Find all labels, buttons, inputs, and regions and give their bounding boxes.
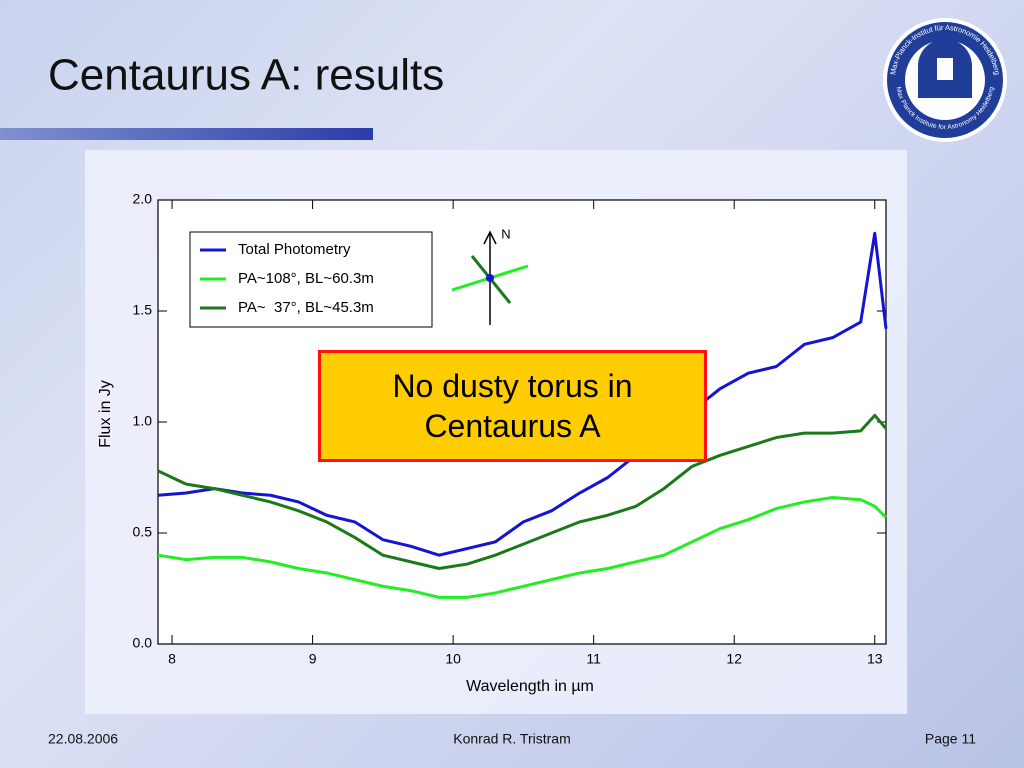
- footer-page: Page 11: [925, 731, 976, 747]
- logo-slit: [937, 58, 953, 80]
- y-axis-label: Flux in Jy: [97, 380, 114, 448]
- footer-author: Konrad R. Tristram: [453, 731, 570, 747]
- footer-date: 22.08.2006: [48, 731, 118, 747]
- title-bar: [0, 128, 373, 140]
- legend-label: PA~108°, BL~60.3m: [238, 270, 374, 287]
- legend-label: Total Photometry: [238, 241, 351, 258]
- y-tick-label: 0.0: [133, 635, 153, 651]
- series-line: [157, 413, 888, 571]
- x-tick-label: 10: [445, 651, 461, 667]
- y-tick-label: 1.0: [133, 413, 153, 429]
- y-tick-label: 1.5: [133, 302, 153, 318]
- series-line: [157, 231, 888, 557]
- x-tick-label: 11: [586, 651, 601, 667]
- x-tick-label: 8: [168, 651, 176, 667]
- logo: Max-Planck-Institut für Astronomie Heide…: [883, 18, 1007, 142]
- x-tick-label: 13: [867, 651, 883, 667]
- legend-label: PA~ 37°, BL~45.3m: [238, 299, 374, 316]
- compass-arrow: [483, 230, 497, 245]
- slide-title: Centaurus A: results: [48, 51, 444, 100]
- x-tick-label: 12: [726, 651, 742, 667]
- annotation: No dusty torus in Centaurus A: [318, 350, 707, 462]
- legend-box: [189, 231, 433, 328]
- series-line: [157, 495, 888, 599]
- x-axis-label: Wavelength in µm: [466, 678, 594, 695]
- compass-center: [486, 274, 494, 282]
- y-tick-label: 0.5: [133, 524, 153, 540]
- y-tick-label: 2.0: [133, 191, 153, 207]
- compass-label: N: [501, 226, 510, 241]
- x-tick-label: 9: [309, 651, 317, 667]
